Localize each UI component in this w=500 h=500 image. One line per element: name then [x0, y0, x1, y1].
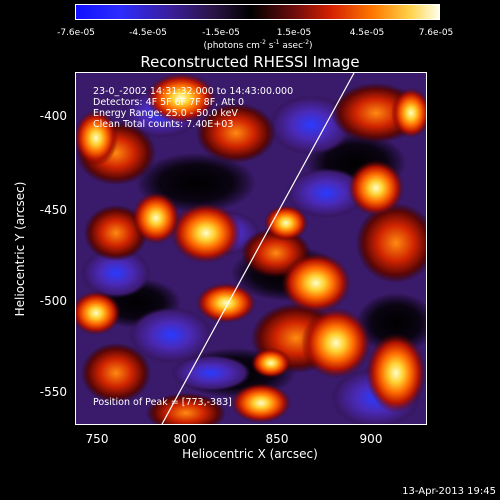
info-line-date: 23-0_-2002 14:31:32.000 to 14:43:00.000: [93, 86, 294, 97]
image-hot-spot: [196, 283, 256, 323]
x-tick-label: 900: [359, 432, 383, 446]
timestamp-label: 13-Apr-2013 19:45: [402, 486, 496, 497]
image-hot-spot: [391, 88, 426, 138]
plot-title: Reconstructed RHESSI Image: [140, 53, 360, 71]
image-cold-spot: [129, 307, 213, 363]
image-warm-spot: [356, 203, 426, 283]
image-hot-spot: [132, 192, 180, 244]
x-tick-label: 800: [173, 432, 197, 446]
image-cold-spot: [286, 168, 366, 218]
image-hot-spot: [146, 73, 216, 123]
colorbar-tick-2: -4.5e-05: [129, 28, 167, 38]
image-hot-spot: [348, 160, 404, 216]
image-hot-spot: [76, 291, 121, 335]
colorbar-tick-6: 7.6e-05: [418, 28, 454, 38]
colorbar: [75, 4, 440, 20]
colorbar-tick-5: 4.5e-05: [349, 28, 385, 38]
image-hot-spot: [231, 383, 291, 423]
info-line-detectors: Detectors: 4F 5F 6F 7F 8F, Att 0: [93, 97, 245, 108]
colorbar-tick-1: -7.6e-05: [57, 28, 95, 38]
image-hot-spot: [171, 203, 241, 263]
image-warm-spot: [196, 103, 276, 163]
image-cold-spot: [171, 355, 251, 391]
x-tick-label: 850: [265, 432, 289, 446]
x-axis-label: Heliocentric X (arcsec): [182, 447, 318, 461]
y-tick-label: -450: [39, 203, 67, 217]
colorbar-unit-label: (photons cm-2 s-1 asec-2): [203, 39, 313, 51]
image-hot-spot: [366, 333, 426, 413]
info-line-energy: Energy Range: 25.0 - 50.0 keV: [93, 108, 238, 119]
image-cold-spot: [81, 248, 151, 298]
colorbar-tick-4: 1.5e-05: [276, 28, 312, 38]
peak-position-label: Position of Peak = [773,-383]: [93, 397, 232, 408]
image-warm-spot: [84, 205, 148, 261]
y-tick-label: -500: [39, 294, 67, 308]
y-tick-label: -400: [39, 109, 67, 123]
info-line-counts: Clean Total counts: 7.40E+03: [93, 119, 234, 130]
colorbar-tick-3: -1.5e-05: [202, 28, 240, 38]
x-tick-label: 750: [85, 432, 109, 446]
solar-limb-line: [161, 73, 355, 424]
y-tick-label: -550: [39, 385, 67, 399]
y-axis-label: Heliocentric Y (arcsec): [13, 181, 27, 317]
rhessi-image: [75, 72, 427, 425]
image-hot-spot: [76, 110, 118, 166]
image-warm-spot: [81, 343, 151, 403]
image-hot-spot: [301, 308, 371, 378]
image-hot-spot: [251, 348, 291, 378]
image-hot-spot: [281, 253, 351, 313]
image-hot-spot: [264, 205, 308, 241]
